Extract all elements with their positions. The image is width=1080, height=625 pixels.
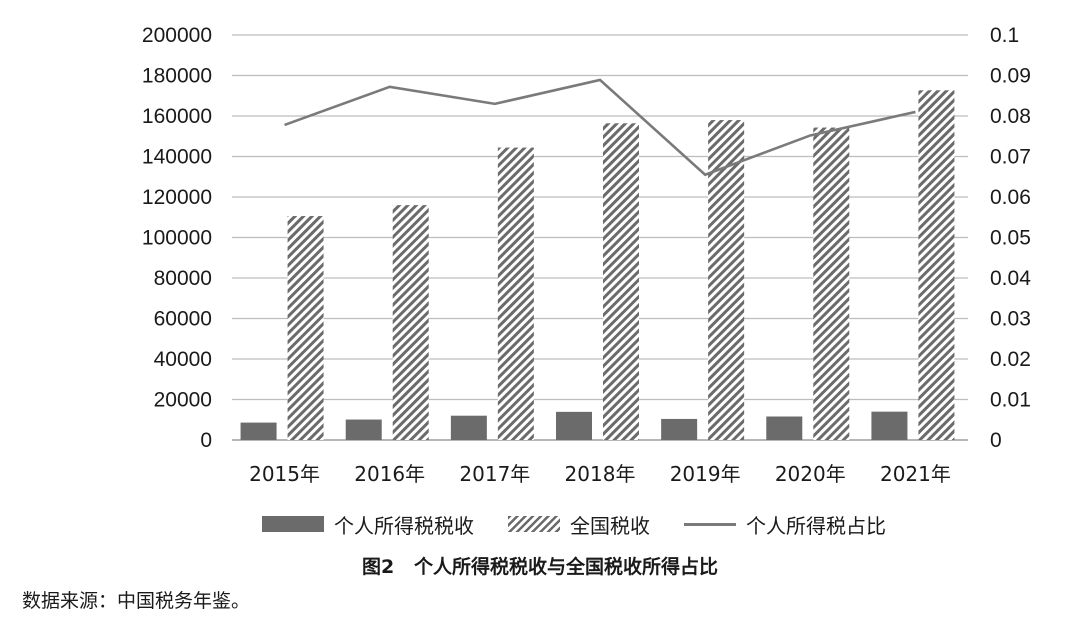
legend-label: 个人所得税占比 [746,513,886,538]
legend-label: 全国税收 [570,513,650,538]
bar-individual-income-tax [345,419,382,440]
legend-item-pit: 个人所得税税收 [262,510,474,539]
legend-label: 个人所得税税收 [334,513,474,538]
y-left-tick-label: 100000 [142,227,212,250]
right-axis: 0 0.01 0.02 0.03 0.04 0.05 0.06 0.07 0.08 0.09 0.1 [990,24,1031,452]
bars [240,90,955,441]
bar-individual-income-tax [450,415,487,440]
left-axis: 0 20000 40000 60000 80000 100000 120000 140000 1… [142,24,212,452]
bar-individual-income-tax [240,422,277,440]
x-category-label: 2020年 [775,462,846,486]
y-left-tick-label: 80000 [154,267,212,290]
figure-title: 个人所得税税收与全国税收所得占比 [414,556,719,578]
y-left-tick-label: 20000 [154,389,212,412]
figure-caption: 图2 个人所得税税收与全国税收所得占比 [0,552,1080,579]
bar-individual-income-tax [556,411,592,440]
x-axis: 2015年 2016年 2017年 2018年 2019年 2020年 2021年 [249,462,951,486]
y-right-tick-label: 0.08 [990,105,1031,128]
bar-national-tax [497,147,534,440]
y-right-tick-label: 0.1 [990,24,1019,47]
y-right-tick-label: 0.06 [990,186,1031,209]
y-left-tick-label: 160000 [142,105,212,128]
bar-individual-income-tax [871,411,908,440]
bar-individual-income-tax [766,416,803,440]
x-category-label: 2016年 [354,462,425,486]
y-right-tick-label: 0.03 [990,308,1031,331]
legend-swatch-hatched [508,516,560,532]
y-right-tick-label: 0.04 [990,267,1031,290]
x-category-label: 2017年 [459,462,530,486]
bar-national-tax [287,216,324,440]
bar-national-tax [813,127,850,440]
bar-national-tax [918,90,955,440]
x-category-label: 2018年 [565,462,636,486]
bar-national-tax [708,120,745,441]
x-category-label: 2021年 [880,462,951,486]
y-right-tick-label: 0.05 [990,227,1031,250]
legend-item-total: 全国税收 [508,510,650,539]
gridlines [232,34,968,441]
legend: 个人所得税税收 全国税收 个人所得税占比 [262,508,920,540]
y-left-tick-label: 60000 [154,308,212,331]
legend-item-share: 个人所得税占比 [684,510,886,539]
y-right-tick-label: 0.01 [990,389,1031,412]
y-left-tick-label: 180000 [142,65,212,88]
y-right-tick-label: 0.07 [990,146,1031,169]
bar-individual-income-tax [661,418,698,440]
legend-swatch-solid [262,516,324,532]
y-left-tick-label: 40000 [154,348,212,371]
y-left-tick-label: 140000 [142,146,212,169]
data-source-note: 数据来源：中国税务年鉴。 [22,590,251,612]
legend-swatch-line [684,522,736,526]
y-right-tick-label: 0.02 [990,348,1031,371]
y-right-tick-label: 0.09 [990,65,1031,88]
y-left-tick-label: 0 [200,429,212,452]
combo-chart: 0 20000 40000 60000 80000 100000 120000 140000 1… [142,24,1031,486]
figure-number: 图2 [361,556,395,578]
bar-national-tax [392,205,429,440]
y-left-tick-label: 120000 [142,186,212,209]
bar-national-tax [603,123,639,440]
y-right-tick-label: 0 [990,429,1002,452]
share-line [284,78,916,177]
y-left-tick-label: 200000 [142,24,212,47]
x-category-label: 2015年 [249,462,320,486]
x-category-label: 2019年 [670,462,741,486]
